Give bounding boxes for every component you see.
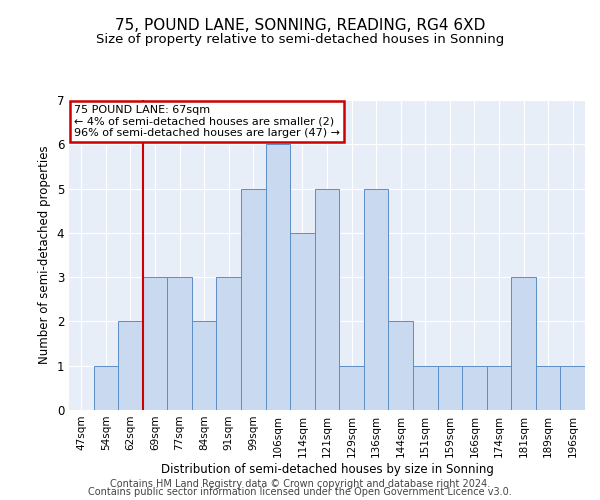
Y-axis label: Number of semi-detached properties: Number of semi-detached properties — [38, 146, 51, 364]
Bar — [364, 188, 388, 410]
Bar — [388, 322, 413, 410]
Bar — [511, 277, 536, 410]
Bar — [266, 144, 290, 410]
Text: 75, POUND LANE, SONNING, READING, RG4 6XD: 75, POUND LANE, SONNING, READING, RG4 6X… — [115, 18, 485, 32]
X-axis label: Distribution of semi-detached houses by size in Sonning: Distribution of semi-detached houses by … — [161, 462, 493, 475]
Bar — [143, 277, 167, 410]
Bar — [94, 366, 118, 410]
Bar — [241, 188, 266, 410]
Bar — [217, 277, 241, 410]
Text: Size of property relative to semi-detached houses in Sonning: Size of property relative to semi-detach… — [96, 32, 504, 46]
Text: Contains HM Land Registry data © Crown copyright and database right 2024.: Contains HM Land Registry data © Crown c… — [110, 479, 490, 489]
Bar — [437, 366, 462, 410]
Bar — [192, 322, 217, 410]
Text: Contains public sector information licensed under the Open Government Licence v3: Contains public sector information licen… — [88, 487, 512, 497]
Bar — [536, 366, 560, 410]
Bar — [462, 366, 487, 410]
Bar — [290, 233, 315, 410]
Bar — [560, 366, 585, 410]
Bar — [167, 277, 192, 410]
Text: 75 POUND LANE: 67sqm
← 4% of semi-detached houses are smaller (2)
96% of semi-de: 75 POUND LANE: 67sqm ← 4% of semi-detach… — [74, 104, 340, 138]
Bar — [413, 366, 437, 410]
Bar — [339, 366, 364, 410]
Bar — [487, 366, 511, 410]
Bar — [118, 322, 143, 410]
Bar — [315, 188, 339, 410]
